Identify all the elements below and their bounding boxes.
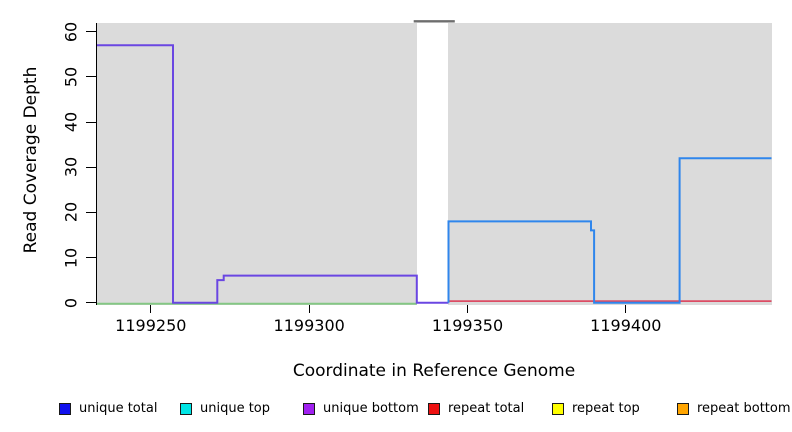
y-tick [86,31,97,33]
legend-item-unique-bottom: unique bottom [303,401,419,416]
legend-label: unique top [200,401,271,416]
x-axis-title: Coordinate in Reference Genome [292,361,576,381]
y-tick [86,302,97,304]
legend-label: repeat top [572,401,640,416]
x-tick [150,305,152,313]
legend-item-repeat-total: repeat total [428,401,524,416]
y-axis-line [96,23,97,305]
y-tick [86,121,97,123]
y-tick [86,166,97,168]
legend-label: repeat total [448,401,525,416]
legend-swatch-unique-top [180,402,192,415]
y-tick-label: 0 [61,297,81,308]
x-tick-label: 1199250 [115,316,187,335]
legend-item-repeat-top: repeat top [552,401,640,416]
x-tick-label: 1199350 [431,316,504,335]
uncovered-region [416,23,449,305]
y-tick-label: 50 [61,66,81,87]
legend-label: repeat bottom [697,401,791,416]
legend-swatch-repeat-total [428,402,440,415]
y-tick [86,211,97,213]
series-unique-total [447,157,772,304]
y-tick-label: 40 [61,111,81,133]
y-tick [86,76,97,78]
legend-swatch-repeat-top [552,402,564,415]
legend-swatch-repeat-bottom [677,402,689,415]
y-tick-label: 30 [61,157,81,178]
plot-panel [97,20,772,305]
x-tick [625,305,627,313]
legend-item-unique-top: unique top [180,401,270,416]
y-tick-label: 10 [61,247,81,268]
legend-swatch-unique-bottom [303,402,315,415]
chart-lines [97,20,772,305]
legend-swatch-unique-total [59,402,71,415]
x-tick-label: 1199300 [273,316,345,335]
y-tick-label: 60 [61,21,81,42]
x-tick-label: 1199400 [590,316,662,335]
legend-item-repeat-bottom: repeat bottom [677,401,791,416]
series-unique-bottom [97,44,449,304]
y-tick [86,257,97,258]
legend-label: unique bottom [323,401,419,416]
legend-item-unique-total: unique total [59,401,157,416]
y-axis-title: Read Coverage Depth [21,66,41,254]
legend-label: unique total [79,401,158,416]
x-tick [308,305,310,313]
x-tick [467,305,468,313]
y-tick-label: 20 [61,202,81,223]
